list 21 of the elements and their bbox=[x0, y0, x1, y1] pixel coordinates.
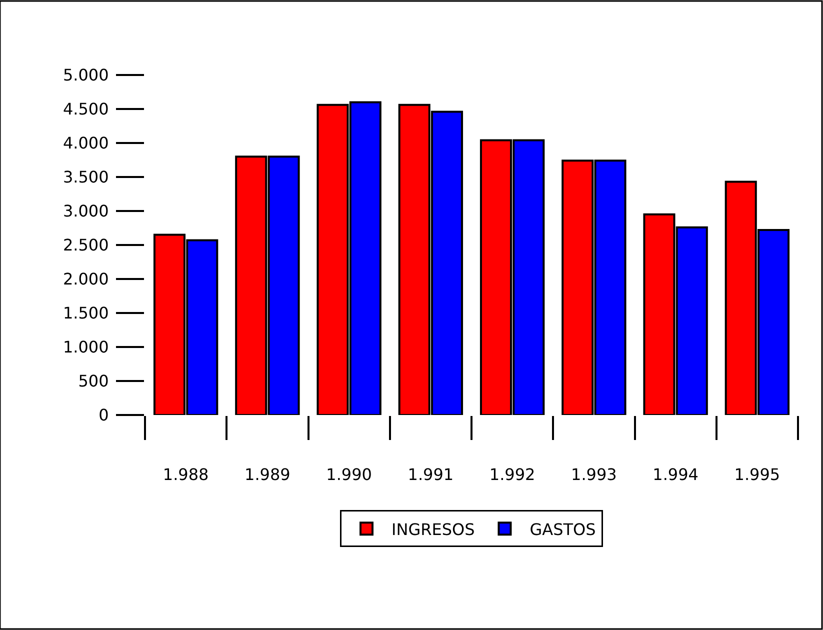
x-tick-label: 1.994 bbox=[652, 465, 698, 484]
y-tick-label: 3.500 bbox=[62, 168, 109, 187]
y-tick-label: 500 bbox=[78, 372, 109, 391]
y-tick-label: 1.000 bbox=[62, 338, 109, 357]
x-tick-label: 1.992 bbox=[489, 465, 536, 484]
x-tick-label: 1.988 bbox=[162, 465, 209, 484]
y-tick-label: 2.500 bbox=[62, 236, 109, 255]
y-tick-label: 1.500 bbox=[62, 304, 109, 323]
x-tick-label: 1.991 bbox=[408, 465, 454, 484]
y-tick-label: 4.000 bbox=[62, 134, 109, 153]
y-tick-label: 0 bbox=[98, 406, 109, 425]
y-tick-label: 4.500 bbox=[62, 100, 109, 119]
x-tick-label: 1.990 bbox=[326, 465, 372, 484]
legend-label: GASTOS bbox=[530, 520, 596, 539]
x-tick-label: 1.993 bbox=[571, 465, 617, 484]
x-tick-label: 1.995 bbox=[734, 465, 780, 484]
y-tick-label: 2.000 bbox=[62, 270, 109, 289]
x-tick-label: 1.989 bbox=[244, 465, 290, 484]
y-tick-label: 5.000 bbox=[62, 66, 109, 85]
y-tick-label: 3.000 bbox=[62, 202, 109, 221]
legend-label: INGRESOS bbox=[392, 520, 475, 539]
